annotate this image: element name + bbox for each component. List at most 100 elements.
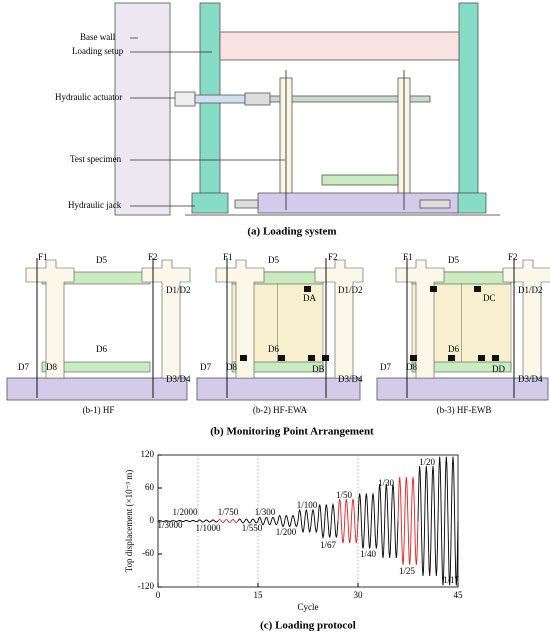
label: Hydraulic jack	[68, 200, 122, 210]
point-label: D3/D4	[166, 374, 191, 384]
column	[502, 259, 550, 379]
base-slab	[196, 377, 361, 401]
column	[141, 259, 191, 379]
caption: (a) Loading system	[247, 226, 336, 238]
gauge	[278, 355, 285, 361]
load-cycles	[177, 520, 199, 522]
point-label: DA	[303, 293, 316, 303]
bottom-beam	[41, 361, 151, 373]
gauge	[308, 355, 315, 361]
sub-caption: (b-1) HF	[83, 405, 115, 415]
drift-label: 1/20	[419, 457, 436, 467]
column	[314, 259, 364, 379]
sub-caption: (b-3) HF-EWB	[437, 405, 492, 415]
point-label: D7	[380, 362, 391, 372]
y-tick-label: 60	[145, 482, 155, 492]
column	[215, 259, 265, 379]
point-label: DC	[483, 293, 496, 303]
point-label: F1	[38, 252, 48, 262]
y-tick-label: -120	[138, 581, 155, 591]
gauge	[478, 355, 485, 361]
point-label: F2	[508, 252, 518, 262]
monitoring-diagrams: F1 F2 D5 D1/D2 D6 D7 D8 D3/D4 (b-1) HF F1 F2 D5 D1/D…	[6, 252, 550, 415]
y-tick-label: 120	[141, 449, 155, 459]
sub-caption: (b-2) HF-EWA	[253, 405, 308, 415]
load-cycles	[157, 520, 179, 522]
gauge	[430, 286, 437, 292]
x-axis-label: Cycle	[298, 602, 319, 612]
load-cycles	[397, 476, 419, 566]
load-cycles	[317, 502, 339, 540]
label: Hydraulic actuator	[55, 92, 122, 102]
loading-labels: Base wall Loading setup Hydraulic actuator…	[55, 32, 124, 210]
load-cycles	[377, 484, 399, 558]
point-label: D3/D4	[338, 374, 363, 384]
point-label: D1/D2	[518, 285, 543, 295]
loading-protocol-chart: -120 -60 0 60 120 0 15 30 45 1/3000 1/2000 1/1000 1/…	[124, 449, 463, 631]
y-tick-label: 0	[150, 515, 155, 525]
gauge	[492, 355, 499, 361]
label: Base wall	[80, 32, 116, 42]
point-label: D7	[200, 362, 211, 372]
load-cycles	[337, 498, 359, 544]
point-label: D1/D2	[338, 285, 363, 295]
point-label: D3/D4	[518, 374, 543, 384]
x-tick-label: 0	[156, 590, 161, 600]
label: Loading setup	[72, 46, 124, 56]
label: Test specimen	[70, 154, 122, 164]
load-cycles	[297, 508, 319, 534]
point-label: F2	[148, 252, 158, 262]
load-cycles	[257, 516, 279, 526]
point-label: DD	[492, 364, 505, 374]
point-label: F1	[223, 252, 233, 262]
drift-label: 1/67	[320, 540, 337, 550]
load-cycles	[217, 519, 239, 523]
gauge	[322, 355, 329, 361]
drift-label: 1/3000	[157, 520, 183, 530]
drift-label: 1/50	[336, 490, 353, 500]
bottom-beam	[411, 361, 512, 373]
point-label: D7	[18, 362, 29, 372]
caption: (c) Loading protocol	[260, 620, 356, 632]
load-cycles	[437, 456, 459, 586]
drift-label: 1/2000	[172, 507, 198, 517]
load-cycles	[197, 519, 219, 523]
point-label: F2	[328, 252, 338, 262]
point-label: DB	[312, 364, 325, 374]
point-label: D8	[46, 362, 57, 372]
drift-label: 1/750	[218, 507, 239, 517]
x-tick-label: 15	[254, 590, 264, 600]
base-slab	[6, 377, 188, 401]
drift-label: 1/200	[276, 527, 297, 537]
gauge	[304, 286, 311, 292]
point-label: D5	[268, 255, 279, 265]
loading-diagram	[114, 2, 500, 216]
drift-label: 1/17	[443, 575, 460, 585]
load-cycles	[277, 514, 299, 528]
panel: F1 F2 D5 D1/D2 D6 D7 D8 D3/D4 (b-1) HF	[6, 252, 191, 415]
x-tick-label: 45	[454, 590, 464, 600]
gauge	[410, 355, 417, 361]
drift-label: 1/300	[255, 507, 276, 517]
column	[25, 259, 75, 379]
point-label: F1	[403, 252, 413, 262]
panel: F1 F2 D5 D1/D2 DA D6 D7 D8 DB D3/D4 (b-2) HF-EWA	[196, 252, 364, 415]
drift-label: 1/1000	[195, 523, 221, 533]
drift-label: 1/30	[378, 478, 395, 488]
point-label: D6	[268, 344, 279, 354]
point-label: D1/D2	[166, 285, 191, 295]
drift-label: 1/100	[297, 500, 318, 510]
x-tick-label: 30	[354, 590, 364, 600]
gauge	[240, 355, 247, 361]
drift-label: 1/550	[242, 523, 263, 533]
point-label: D5	[96, 255, 107, 265]
caption: (b) Monitoring Point Arrangement	[210, 426, 374, 438]
gauge	[448, 355, 455, 361]
y-tick-label: -60	[142, 548, 154, 558]
bottom-beam	[231, 361, 324, 373]
point-label: D6	[96, 344, 107, 354]
point-label: D8	[226, 362, 237, 372]
panel: F1 F2 D5 D1/D2 DC D6 D7 D8 DD D3/D4 (b-3) HF-EWB	[376, 252, 550, 415]
drift-label: 1/40	[360, 549, 377, 559]
